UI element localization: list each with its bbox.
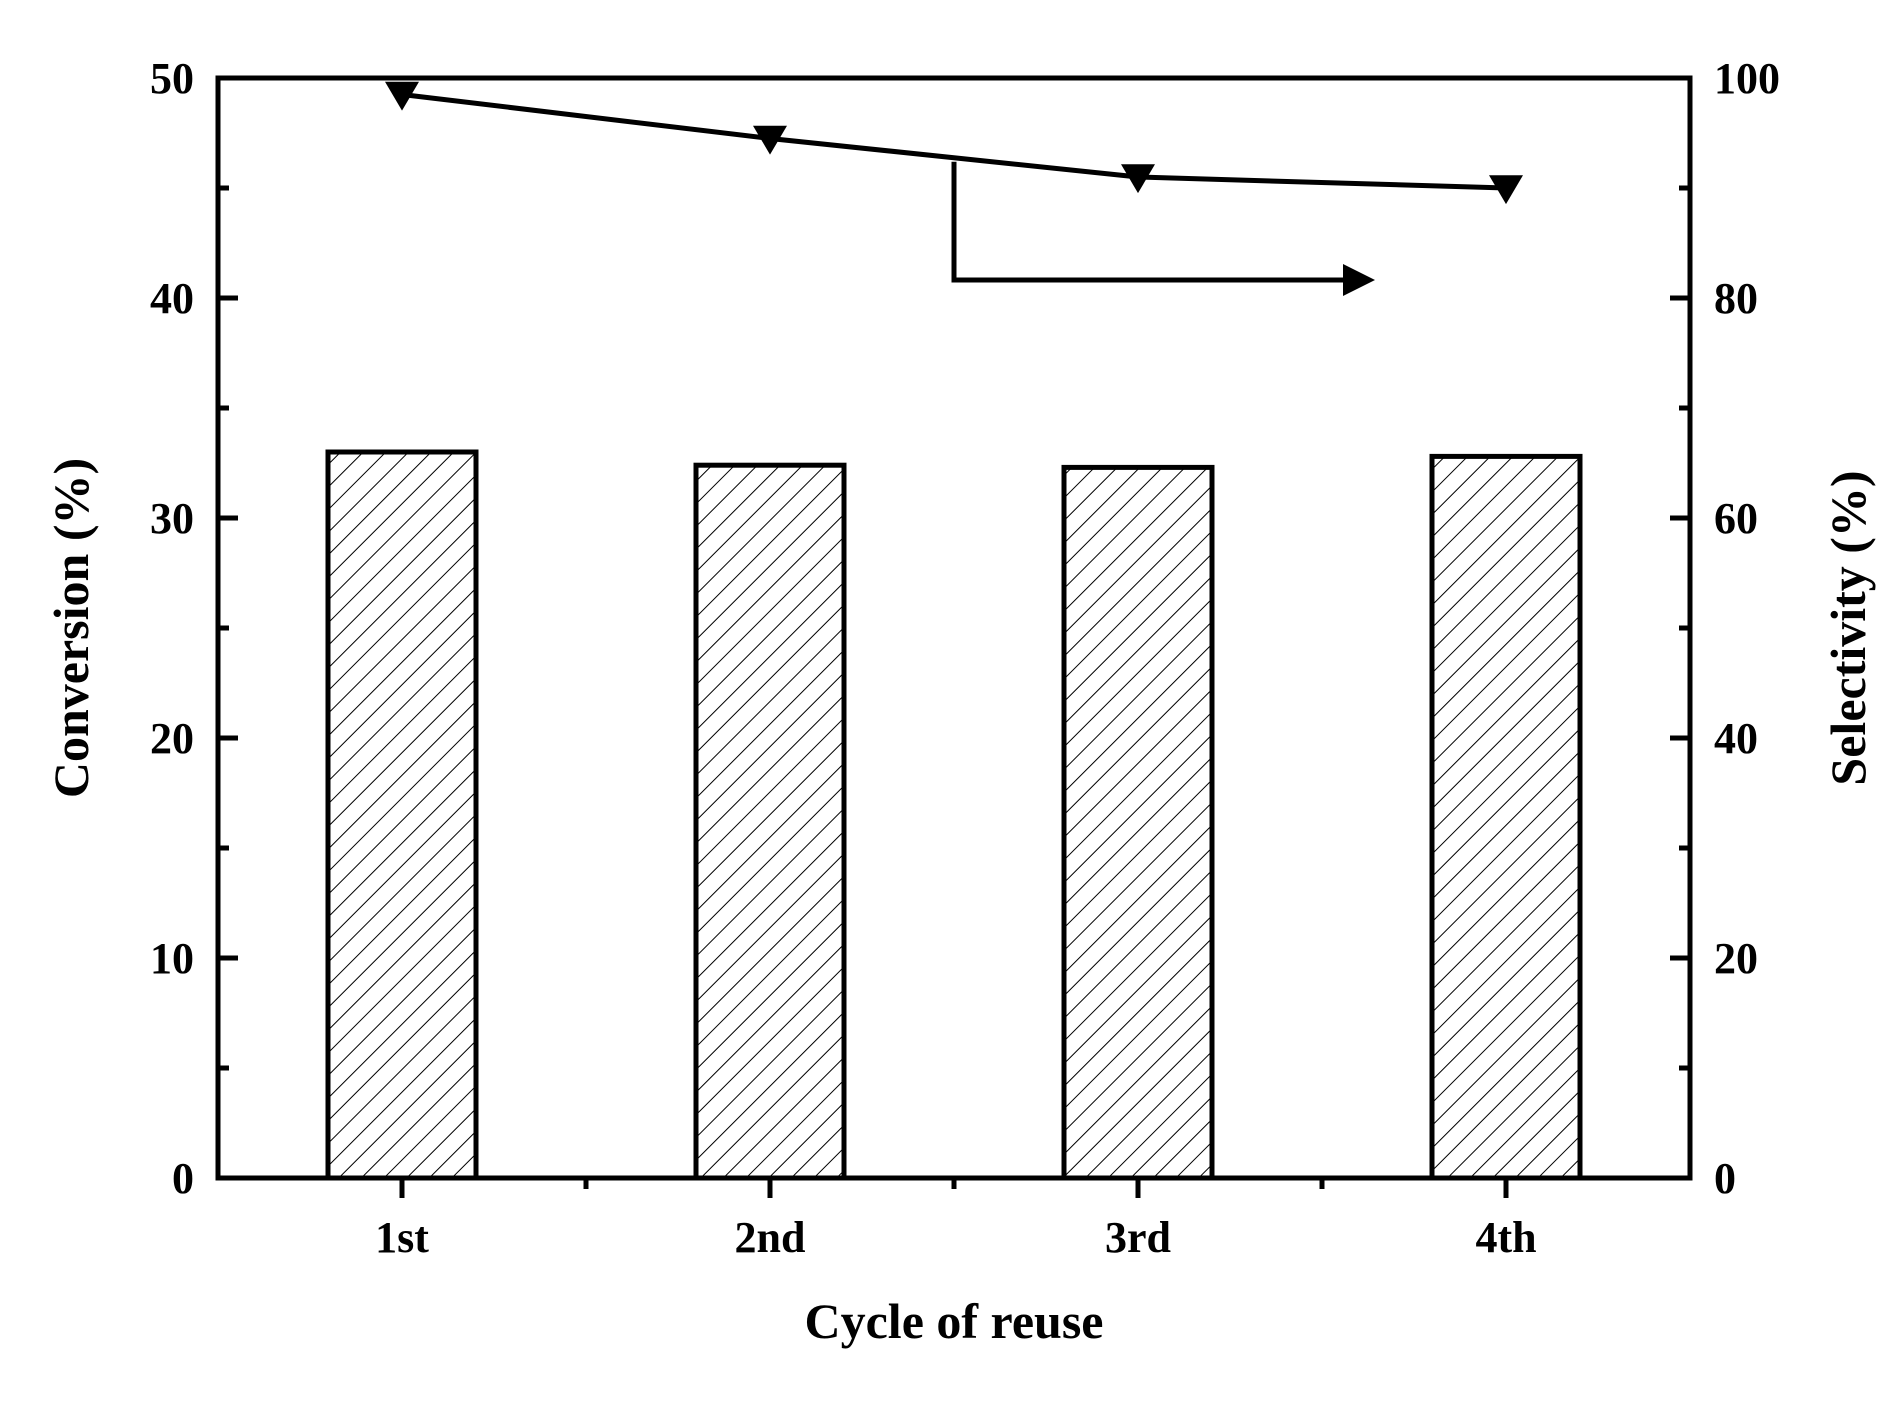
left-tick-label: 30 xyxy=(150,494,194,543)
bar-3rd xyxy=(1061,464,1215,1181)
right-tick-label: 80 xyxy=(1714,274,1758,323)
selectivity-point-4th xyxy=(1489,175,1523,205)
right-tick-label: 20 xyxy=(1714,934,1758,983)
left-tick-label: 50 xyxy=(150,54,194,103)
left-tick-label: 20 xyxy=(150,714,194,763)
x-tick-label: 4th xyxy=(1475,1213,1536,1262)
annotation-arrow-line xyxy=(951,161,1347,283)
annotation-arrow-head-icon xyxy=(1343,264,1375,296)
x-tick-label: 3rd xyxy=(1105,1213,1171,1262)
bar-1st xyxy=(325,449,479,1181)
left-tick-label: 40 xyxy=(150,274,194,323)
bar-4th xyxy=(1429,453,1583,1181)
left-tick-label: 0 xyxy=(172,1154,194,1203)
x-axis-title: Cycle of reuse xyxy=(805,1293,1104,1349)
selectivity-line xyxy=(401,92,1507,191)
bar-2nd xyxy=(693,462,847,1181)
right-tick-label: 60 xyxy=(1714,494,1758,543)
selectivity-point-3rd xyxy=(1121,164,1155,194)
x-tick-label: 1st xyxy=(375,1213,429,1262)
right-tick-label: 40 xyxy=(1714,714,1758,763)
x-tick-label: 2nd xyxy=(735,1213,806,1262)
selectivity-point-2nd xyxy=(753,125,787,155)
right-tick-label: 0 xyxy=(1714,1154,1736,1203)
right-tick-label: 100 xyxy=(1714,54,1780,103)
left-tick-label: 10 xyxy=(150,934,194,983)
y2-axis-title: Selectivity (%) xyxy=(1820,470,1876,785)
y-axis-title: Conversion (%) xyxy=(43,458,99,798)
selectivity-point-1st xyxy=(385,81,419,111)
